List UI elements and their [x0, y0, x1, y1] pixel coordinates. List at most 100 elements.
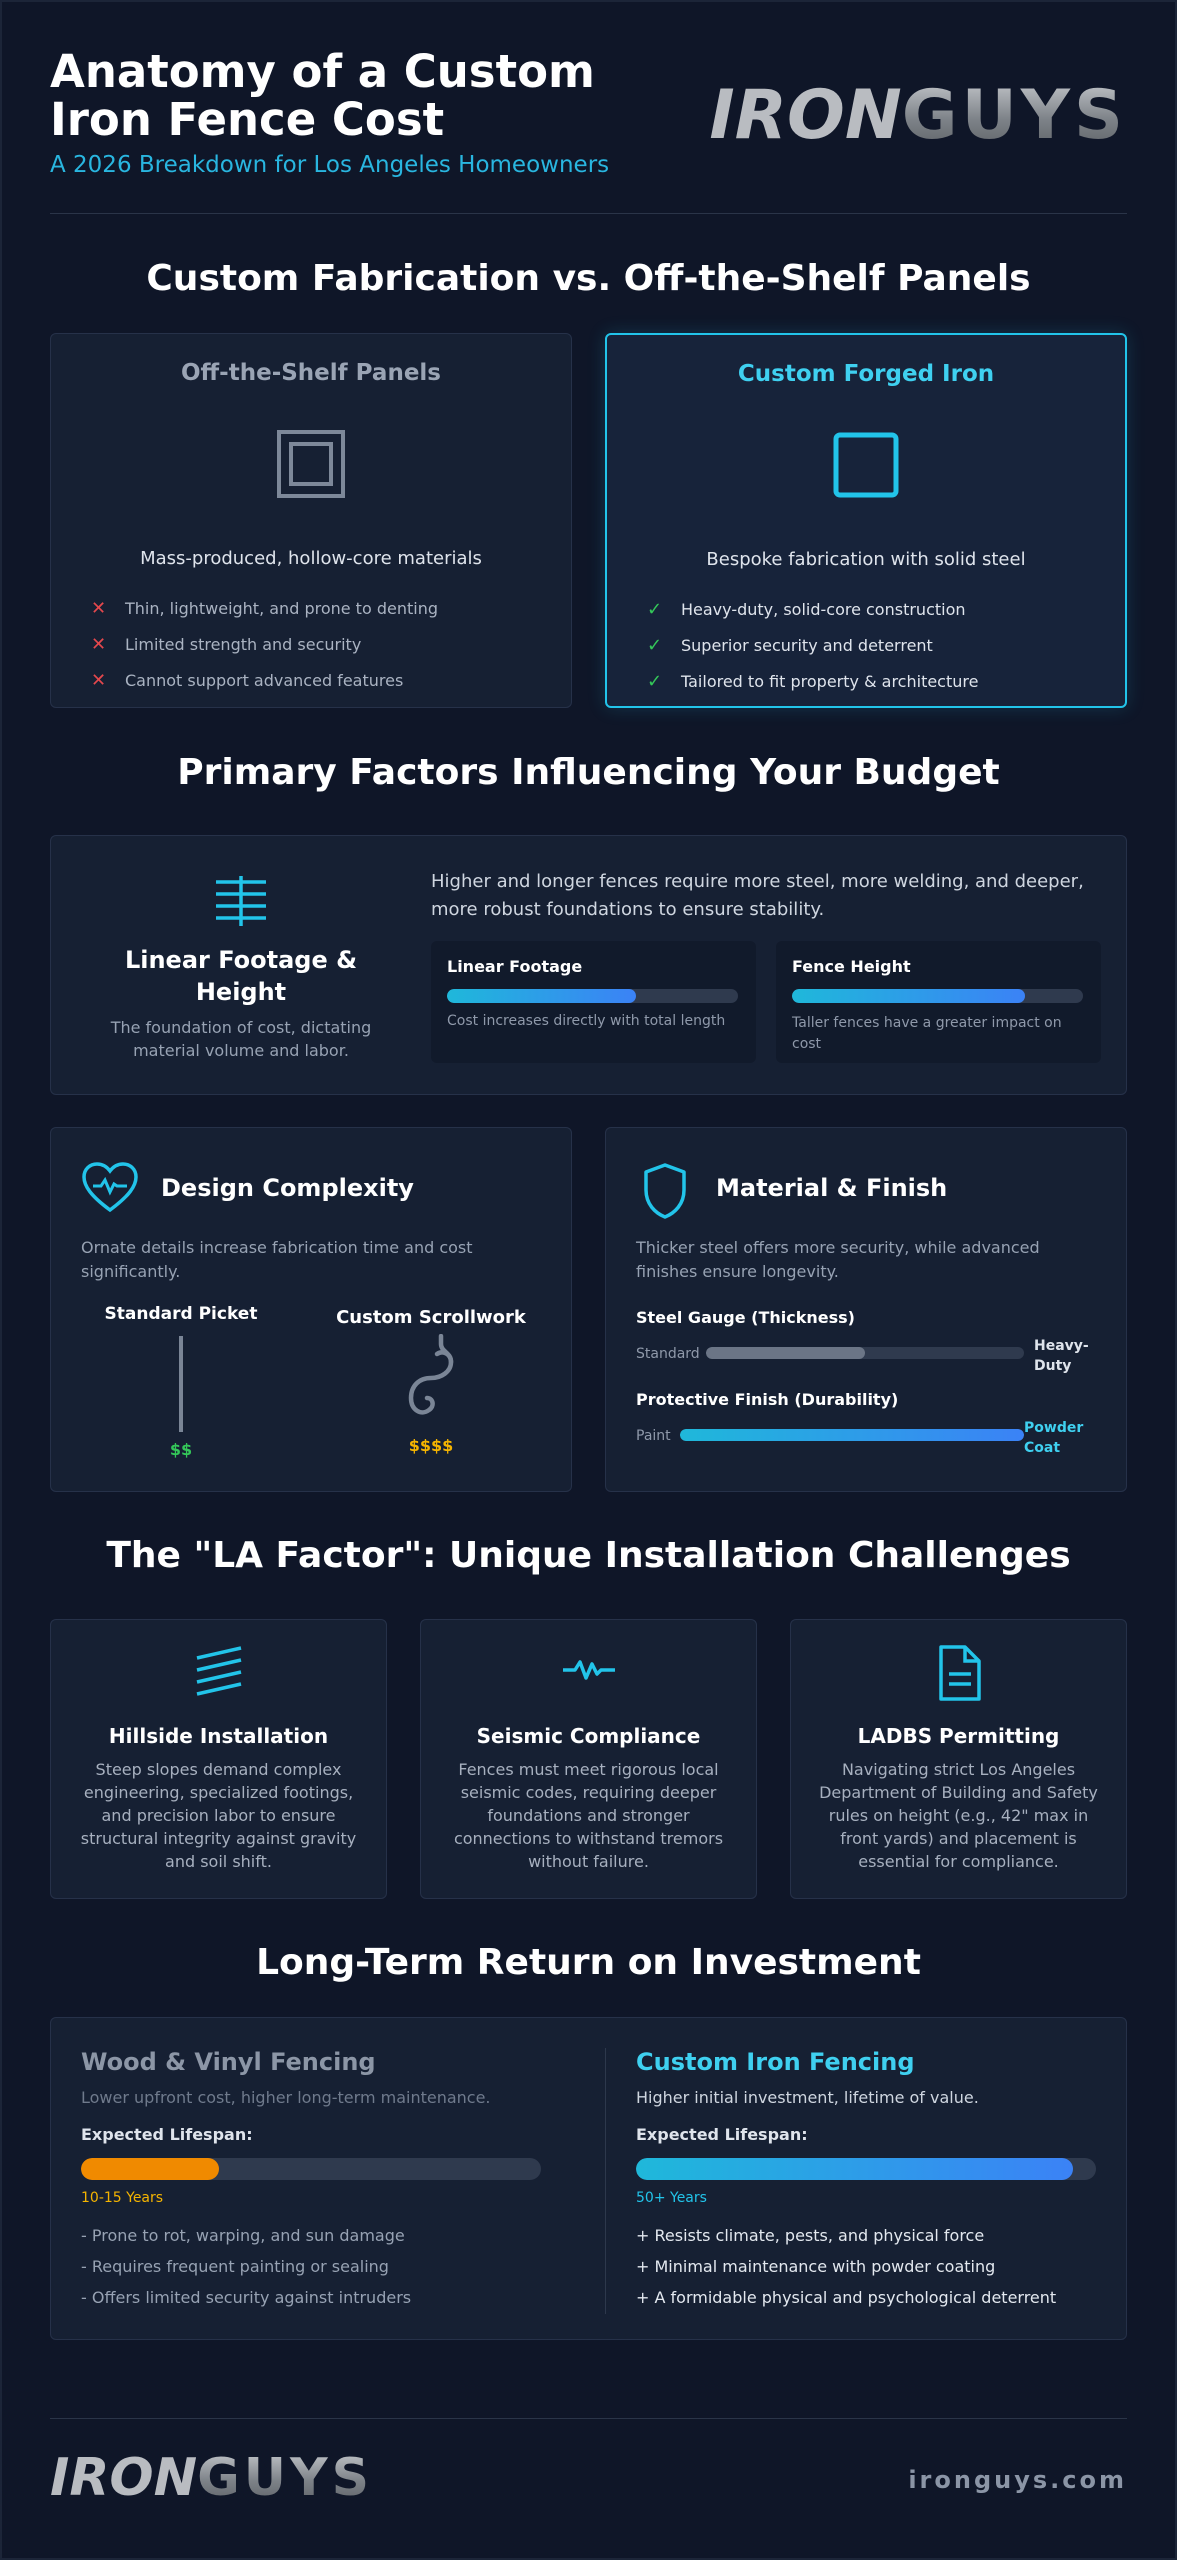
list-item: ✕ Thin, lightweight, and prone to denting: [91, 597, 438, 619]
hillside-title: Hillside Installation: [108, 1724, 329, 1748]
list-item: ✓ Heavy-duty, solid-core construction: [647, 598, 966, 620]
fence-height-bar: [792, 989, 1083, 1003]
finish-min-label: Paint: [636, 1428, 671, 1444]
picket-icon: [179, 1336, 183, 1432]
custom-iron-roi-list: + Resists climate, pests, and physical f…: [636, 2220, 1096, 2313]
custom-iron-list: ✓ Heavy-duty, solid-core construction ✓ Su…: [647, 591, 978, 699]
la-factor-section-title: The "LA Factor": Unique Installation Cha…: [106, 1535, 1071, 1576]
fence-height-note: Taller fences have a greater impact on c…: [792, 1015, 1062, 1052]
wood-vinyl-title: Wood & Vinyl Fencing: [81, 2048, 376, 2076]
footer-ironguys-logo[interactable]: IRONGUYS: [50, 2448, 373, 2508]
page-subtitle: A 2026 Breakdown for Los Angeles Homeown…: [50, 152, 610, 178]
protective-finish-fill: [680, 1429, 1024, 1441]
design-complexity-card: Design Complexity Ornate details increas…: [50, 1127, 572, 1492]
iron-lifespan-label: Expected Lifespan:: [636, 2125, 808, 2144]
standard-price: $$: [169, 1440, 193, 1459]
seismic-card: Seismic Compliance Fences must meet rigo…: [420, 1619, 757, 1899]
custom-iron-description: Bespoke fabrication with solid steel: [706, 549, 1026, 570]
check-icon: ✓: [647, 634, 663, 656]
x-icon: ✕: [91, 597, 107, 619]
fence-height-label: Fence Height: [792, 957, 911, 976]
check-icon: ✓: [647, 670, 663, 692]
factors-section-title: Primary Factors Influencing Your Budget: [177, 752, 1000, 793]
title-line-2: Iron Fence Cost: [50, 93, 445, 146]
seismic-title: Seismic Compliance: [476, 1724, 701, 1748]
standard-picket-label: Standard Picket: [104, 1304, 258, 1324]
check-icon: ✓: [647, 598, 663, 620]
footer-logo-iron-text: IRON: [50, 2448, 198, 2508]
slope-lines-icon: [51, 1644, 386, 1700]
design-complexity-title: Design Complexity: [161, 1174, 414, 1202]
list-item: ✕ Limited strength and security: [91, 633, 362, 655]
list-item: ✓ Superior security and deterrent: [647, 634, 933, 656]
roi-card: Wood & Vinyl Fencing Lower upfront cost,…: [50, 2017, 1127, 2340]
linear-footage-label: Linear Footage: [447, 957, 583, 976]
hillside-card: Hillside Installation Steep slopes deman…: [50, 1619, 387, 1899]
wood-vinyl-subtitle: Lower upfront cost, higher long-term mai…: [81, 2088, 491, 2107]
document-icon: [791, 1644, 1126, 1706]
list-item: - Requires frequent painting or sealing: [81, 2257, 389, 2276]
wood-lifespan-fill: [81, 2158, 219, 2180]
comparison-section-title: Custom Fabrication vs. Off-the-Shelf Pan…: [146, 258, 1031, 299]
ladbs-text: Navigating strict Los Angeles Department…: [819, 1760, 1098, 1871]
custom-iron-column: Custom Iron Fencing Higher initial inves…: [636, 2048, 1096, 2313]
ironguys-logo[interactable]: IRONGUYS: [709, 76, 1127, 155]
list-item: - Prone to rot, warping, and sun damage: [81, 2226, 405, 2245]
title-line-1: Anatomy of a Custom: [50, 45, 595, 98]
gauge-max-label: Heavy-Duty: [1034, 1338, 1089, 1374]
solid-square-icon: [832, 431, 900, 499]
footage-card: Linear Footage & Height The foundation o…: [50, 835, 1127, 1095]
website-link[interactable]: ironguys.com: [908, 2466, 1127, 2494]
ladbs-title: LADBS Permitting: [857, 1724, 1060, 1748]
scrollwork-price: $$$$: [408, 1436, 454, 1455]
material-finish-title: Material & Finish: [716, 1174, 948, 1202]
steel-gauge-bar: [706, 1347, 1024, 1359]
list-item: + Resists climate, pests, and physical f…: [636, 2226, 985, 2245]
off-shelf-title: Off-the-Shelf Panels: [181, 360, 441, 386]
custom-iron-card: Custom Forged Iron Bespoke fabrication w…: [605, 333, 1127, 708]
custom-iron-title: Custom Forged Iron: [737, 361, 995, 387]
iron-lifespan-value: 50+ Years: [636, 2190, 707, 2206]
wood-vinyl-column: Wood & Vinyl Fencing Lower upfront cost,…: [81, 2048, 541, 2313]
steel-gauge-fill: [706, 1347, 865, 1359]
logo-guys-text: GUYS: [901, 76, 1127, 155]
protective-finish-label: Protective Finish (Durability): [636, 1390, 899, 1409]
linear-footage-note: Cost increases directly with total lengt…: [447, 1013, 726, 1029]
lines-icon: [51, 876, 431, 930]
page-title: Anatomy of a Custom Iron Fence Cost: [50, 48, 670, 144]
iron-lifespan-bar: [636, 2158, 1096, 2180]
linear-footage-fill: [447, 989, 637, 1003]
wood-lifespan-label: Expected Lifespan:: [81, 2125, 253, 2144]
logo-iron-text: IRON: [709, 76, 902, 155]
footage-title: Linear Footage & Height: [124, 946, 358, 1006]
fence-height-fill: [792, 989, 1025, 1003]
off-shelf-card: Off-the-Shelf Panels Mass-produced, holl…: [50, 333, 572, 708]
finish-max-label: Powder Coat: [1024, 1420, 1084, 1456]
footage-description: Higher and longer fences require more st…: [431, 871, 1084, 920]
seismic-wave-icon: [421, 1650, 756, 1694]
material-finish-description: Thicker steel offers more security, whil…: [636, 1238, 1040, 1281]
iron-lifespan-fill: [636, 2158, 1073, 2180]
page-header: Anatomy of a Custom Iron Fence Cost A 20…: [50, 48, 1127, 213]
x-icon: ✕: [91, 669, 107, 691]
custom-iron-roi-subtitle: Higher initial investment, lifetime of v…: [636, 2088, 979, 2107]
wood-lifespan-bar: [81, 2158, 541, 2180]
material-finish-card: Material & Finish Thicker steel offers m…: [605, 1127, 1127, 1492]
panel-frame-icon: [277, 430, 345, 498]
shield-icon: [642, 1162, 688, 1224]
seismic-text: Fences must meet rigorous local seismic …: [453, 1760, 724, 1871]
footer-divider: [50, 2418, 1127, 2419]
scrollwork-icon: [389, 1333, 473, 1438]
ladbs-card: LADBS Permitting Navigating strict Los A…: [790, 1619, 1127, 1899]
custom-scrollwork-label: Custom Scrollwork: [336, 1307, 526, 1328]
list-item: + Minimal maintenance with powder coatin…: [636, 2257, 996, 2276]
header-divider: [50, 213, 1127, 214]
list-item: - Offers limited security against intrud…: [81, 2288, 412, 2307]
protective-finish-bar: [680, 1429, 1024, 1441]
footer-logo-guys-text: GUYS: [197, 2448, 374, 2508]
heart-pulse-icon: [81, 1162, 139, 1218]
off-shelf-list: ✕ Thin, lightweight, and prone to denting…: [91, 590, 438, 698]
steel-gauge-label: Steel Gauge (Thickness): [636, 1308, 855, 1327]
list-item: ✕ Cannot support advanced features: [91, 669, 404, 691]
off-shelf-description: Mass-produced, hollow-core materials: [140, 548, 482, 569]
